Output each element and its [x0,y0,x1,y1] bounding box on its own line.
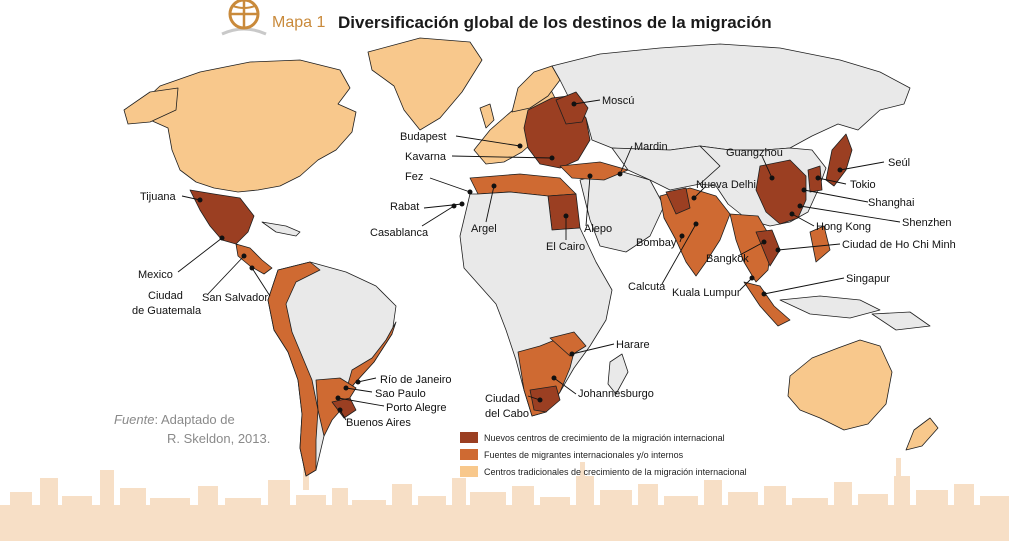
city-label: El Cairo [546,241,585,253]
legend-label: Fuentes de migrantes internacionales y/o… [484,449,684,460]
region-alaska [123,87,179,125]
region-egypt [547,193,581,231]
city-label: Shenzhen [902,217,952,229]
region-russia [551,43,911,151]
region-philippines [809,225,831,263]
city-label: Ciudad [148,290,183,302]
globe-logo [221,0,267,36]
region-uk [479,103,495,129]
legend-swatch [460,466,478,477]
region-australia [787,339,893,431]
region-turkey [559,161,629,181]
region-moscow [555,91,589,125]
legend-item: Centros tradicionales de crecimiento de … [460,463,747,480]
region-korea [807,165,823,193]
region-indonesia [779,295,881,319]
city-label: Tokio [850,179,876,191]
city-label: Moscú [602,95,634,107]
region-mexico [189,189,255,245]
city-label: Bangkok [706,253,749,265]
city-label: Budapest [400,131,446,143]
city-label: Río de Janeiro [380,374,452,386]
city-label: Buenos Aires [346,417,411,429]
region-malaysia [743,281,791,327]
city-label: Calcuta [628,281,666,293]
region-north-america [131,59,357,193]
city-label: Tijuana [140,191,177,203]
legend-swatch [460,449,478,460]
city-label: Sao Paulo [375,388,426,400]
city-label: San Salvador [202,292,268,304]
map-legend: Nuevos centros de crecimiento de la migr… [460,429,747,480]
region-madagascar [607,353,629,395]
city-label: Ciudad de Ho Chi Minh [842,239,956,251]
city-label: Guangzhou [726,147,783,159]
city-label: Singapur [846,273,890,285]
city-label: Ciudad [485,393,520,405]
source-line2: R. Skeldon, 2013. [167,431,271,446]
city-label: Kuala Lumpur [672,287,741,299]
city-label: Alepo [584,223,612,235]
city-label: Casablanca [370,227,429,239]
city-label: Argel [471,223,497,235]
city-label: de Guatemala [132,305,202,317]
city-label: del Cabo [485,408,529,420]
source-label: Fuente [114,412,155,427]
region-greenland [367,37,483,131]
region-pakistan [665,187,691,215]
region-africa [459,191,613,417]
region-east-china [755,159,807,225]
legend-label: Centros tradicionales de crecimiento de … [484,466,747,477]
city-label: Nueva Delhi [696,179,756,191]
city-label: Harare [616,339,650,351]
map-title: Diversificación global de los destinos d… [338,13,772,32]
legend-label: Nuevos centros de crecimiento de la migr… [484,432,725,443]
city-label: Fez [405,171,423,183]
region-middle-east [579,169,665,253]
city-label: Johannesburgo [578,388,654,400]
source-line1: Adaptado de [161,412,235,427]
region-andes-coast [267,261,321,477]
city-label: Hong Kong [816,221,871,233]
city-label: Mexico [138,269,173,281]
legend-item: Nuevos centros de crecimiento de la migr… [460,429,747,446]
source-note: Fuente: Adaptado de R. Skeldon, 2013. [114,412,271,446]
city-label: Porto Alegre [386,402,447,414]
region-central-america [235,243,273,275]
city-label: Seúl [888,157,910,169]
city-label: Kavarna [405,151,447,163]
legend-swatch [460,432,478,443]
region-south-africa-dark [529,385,561,413]
city-label: Shanghai [868,197,915,209]
region-north-africa [469,173,577,197]
city-label: Rabat [390,201,419,213]
region-new-zealand [905,417,939,451]
region-zimbabwe [549,331,587,357]
region-caribbean [261,221,301,237]
region-japan [825,133,853,187]
region-new-guinea [871,311,931,331]
city-label: Bombay [636,237,677,249]
city-label: Mardin [634,141,668,153]
map-number-label: Mapa 1 [272,14,326,31]
legend-item: Fuentes de migrantes internacionales y/o… [460,446,747,463]
